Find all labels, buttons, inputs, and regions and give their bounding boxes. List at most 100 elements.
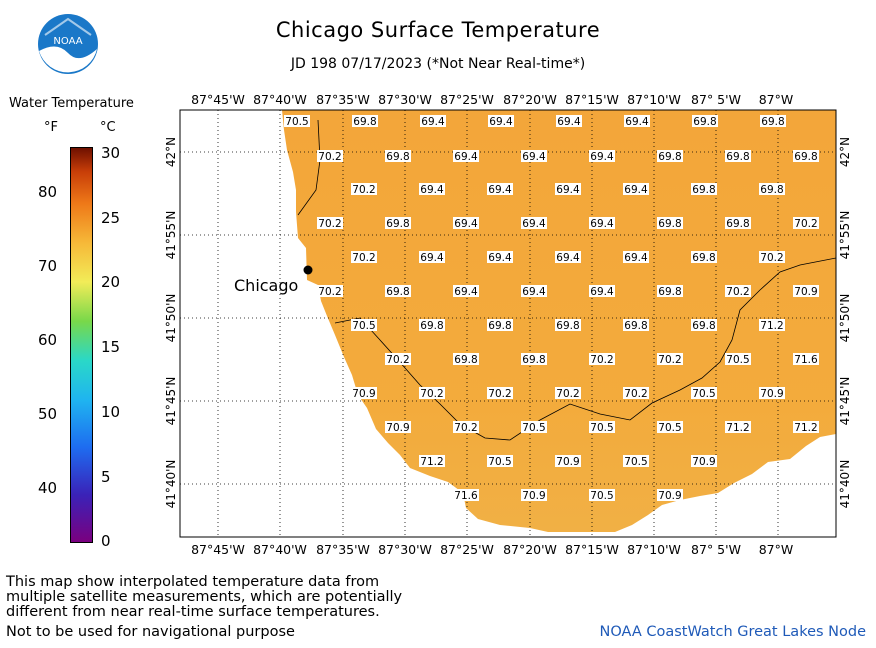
longitude-label: 87°10'W (627, 542, 681, 557)
temperature-value: 69.8 (352, 115, 378, 128)
temperature-value: 69.4 (487, 183, 513, 196)
map-gridlines (180, 110, 836, 537)
temperature-value: 69.4 (521, 285, 547, 298)
temperature-value: 70.2 (351, 183, 377, 196)
svg-text:70.2: 70.2 (420, 388, 443, 400)
latitude-label: 41°45'N (838, 377, 852, 426)
svg-text:69.4: 69.4 (590, 218, 614, 230)
latitude-label: 41°50'N (838, 294, 852, 343)
svg-text:71.6: 71.6 (454, 490, 478, 502)
svg-text:70.5: 70.5 (658, 422, 681, 434)
svg-text:69.8: 69.8 (420, 320, 443, 332)
longitude-label: 87°45'W (191, 92, 245, 107)
longitude-labels: 87°45'W 87°45'W 87°40'W 87°40'W 87°35'W 87°35… (191, 92, 793, 557)
temperature-value: 70.2 (487, 387, 513, 400)
svg-text:70.2: 70.2 (794, 218, 817, 230)
svg-text:70.2: 70.2 (760, 252, 783, 264)
legend-c-tick: 0 (101, 532, 111, 551)
temperature-value: 71.2 (793, 421, 819, 434)
temperature-value: 71.6 (453, 489, 479, 502)
longitude-label: 87°W (759, 542, 794, 557)
map-title: Chicago Surface Temperature (275, 18, 601, 42)
temperature-value: 70.5 (657, 421, 683, 434)
temperature-value: 69.8 (453, 353, 479, 366)
svg-text:71.6: 71.6 (794, 354, 818, 366)
svg-text:69.4: 69.4 (454, 218, 478, 230)
svg-text:70.5: 70.5 (590, 490, 613, 502)
longitude-label: 87°35'W (316, 92, 370, 107)
svg-text:69.8: 69.8 (692, 320, 715, 332)
map-frame (179, 109, 837, 538)
svg-text:69.8: 69.8 (624, 320, 647, 332)
svg-text:70.2: 70.2 (318, 151, 341, 163)
legend-title: Water Temperature (9, 96, 134, 111)
legend-f-tick: 40 (38, 479, 58, 497)
temperature-value: 69.8 (657, 150, 683, 163)
latitude-label: 41°40'N (164, 460, 178, 509)
temperature-value: 69.8 (692, 115, 718, 128)
svg-text:69.8: 69.8 (386, 286, 409, 298)
temperature-value: 69.4 (589, 217, 615, 230)
longitude-label: 87° 5'W (691, 542, 741, 557)
footer-note-line2: multiple satellite measurements, which a… (6, 589, 403, 605)
svg-text:69.4: 69.4 (522, 218, 546, 230)
longitude-label: 87°35'W (316, 542, 370, 557)
svg-text:69.8: 69.8 (386, 151, 409, 163)
svg-text:69.4: 69.4 (522, 151, 546, 163)
temperature-value: 70.2 (725, 285, 751, 298)
longitude-label: 87°40'W (253, 92, 307, 107)
temperature-value: 70.9 (691, 455, 717, 468)
temperature-value: 70.2 (317, 150, 343, 163)
temperature-value: 70.9 (657, 489, 683, 502)
svg-text:71.2: 71.2 (726, 422, 749, 434)
temperature-value: 69.8 (487, 319, 513, 332)
svg-text:70.5: 70.5 (726, 354, 749, 366)
svg-text:6: 6 (838, 116, 845, 128)
temperature-value: 69.4 (624, 115, 650, 128)
legend-c-tick: 20 (101, 273, 121, 292)
svg-text:69.4: 69.4 (590, 286, 614, 298)
svg-text:69.4: 69.4 (421, 116, 445, 128)
temperature-value: 69.4 (521, 150, 547, 163)
svg-text:70.9: 70.9 (760, 388, 783, 400)
svg-text:69.4: 69.4 (454, 151, 478, 163)
color-scale-bar (70, 147, 93, 543)
chicago-marker (303, 265, 313, 275)
temperature-value: 69.8 (691, 251, 717, 264)
svg-text:69.8: 69.8 (726, 218, 749, 230)
isotherm-70-north (297, 119, 321, 216)
footer-note: This map show interpolated temperature d… (6, 575, 402, 620)
temperature-value: 70.5 (351, 319, 377, 332)
svg-text:69.8: 69.8 (794, 151, 817, 163)
temperature-value: 70.2 (589, 353, 615, 366)
legend-c-tick: 25 (101, 208, 121, 227)
temperature-value: 70.2 (419, 387, 445, 400)
svg-text:69.8: 69.8 (761, 116, 784, 128)
temperature-value: 70.5 (589, 489, 615, 502)
temperature-value: 70.9 (759, 387, 785, 400)
temperature-value: 70.9 (521, 489, 547, 502)
temperature-value: 70.5 (725, 353, 751, 366)
temperature-value: 69.8 (725, 217, 751, 230)
temperature-value: 69.8 (385, 285, 411, 298)
svg-text:70.2: 70.2 (556, 388, 579, 400)
longitude-label: 87°45'W (191, 542, 245, 557)
svg-text:69.8: 69.8 (692, 252, 715, 264)
svg-text:70.9: 70.9 (522, 490, 545, 502)
longitude-label: 87°30'W (378, 542, 432, 557)
temperature-value: 71.6 (793, 353, 819, 366)
svg-text:70.5: 70.5 (692, 388, 715, 400)
svg-text:69.4: 69.4 (522, 286, 546, 298)
map-subtitle: JD 198 07/17/2023 (*Not Near Real-time*) (290, 56, 586, 72)
temperature-value: 69.4 (589, 150, 615, 163)
svg-text:70.2: 70.2 (386, 354, 409, 366)
temperature-value: 70.2 (351, 251, 377, 264)
latitude-label: 41°40'N (838, 460, 852, 509)
svg-text:70.9: 70.9 (692, 456, 715, 468)
svg-text:70.9: 70.9 (794, 286, 817, 298)
legend-f-tick: 60 (38, 331, 58, 349)
latitude-label: 41°55'N (838, 211, 852, 260)
temperature-value: 69.8 (691, 319, 717, 332)
legend-c-tick: 15 (101, 338, 121, 357)
svg-text:69.8: 69.8 (726, 151, 749, 163)
